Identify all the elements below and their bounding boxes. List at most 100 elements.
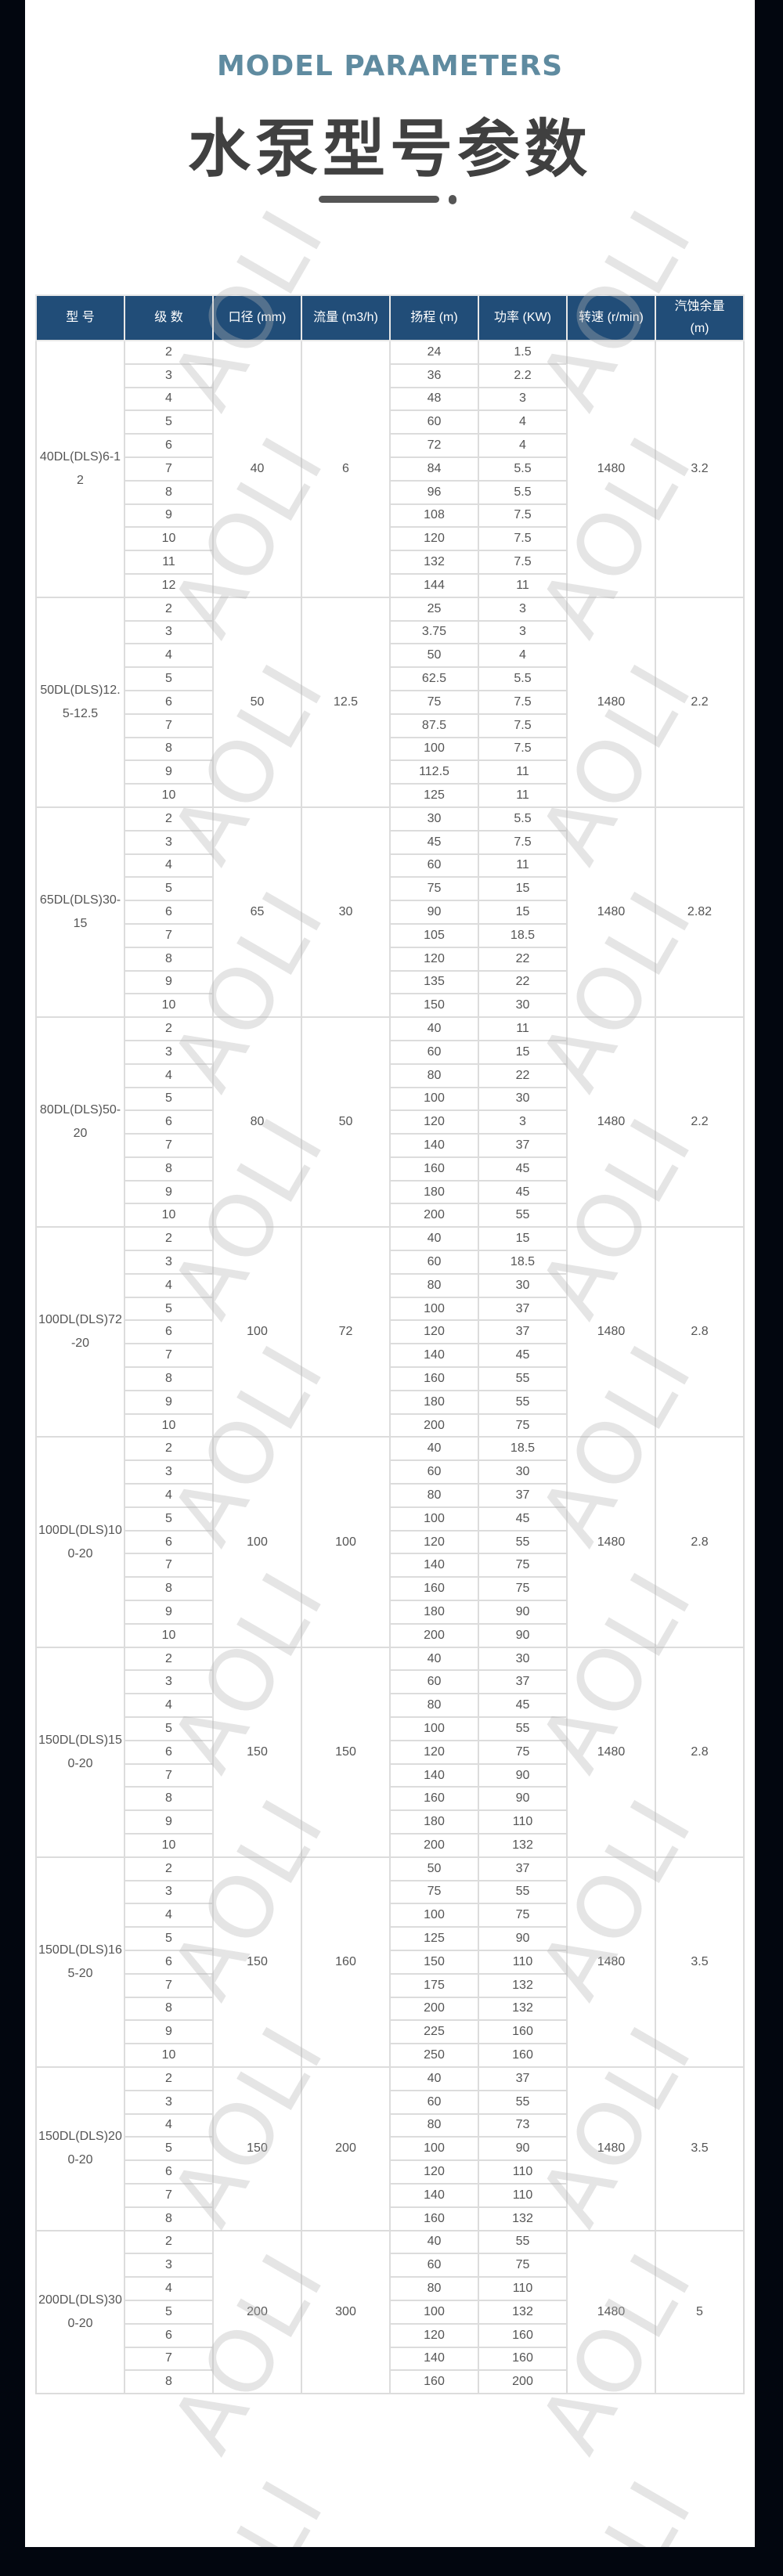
page: MODEL PARAMETERS 水泵型号参数 型 号级 数口径 (mm) 流量 … (25, 0, 755, 2547)
power-cell: 5.5 (478, 456, 568, 482)
table-row: 9 180 45 (36, 1179, 744, 1205)
power-cell: 110 (478, 2182, 568, 2208)
power-cell: 5.5 (478, 479, 568, 505)
model-cell: 150DL(DLS)200-20 (35, 2065, 125, 2231)
stages-cell: 3 (124, 1250, 214, 1275)
table-row: 8 160 90 (36, 1786, 744, 1812)
npsh-cell: 5 (655, 2229, 745, 2395)
table-row: 6 120 37 (36, 1319, 744, 1345)
stages-cell: 8 (124, 736, 214, 762)
head-cell: 84 (389, 456, 479, 482)
power-cell: 160 (478, 2346, 568, 2372)
stages-cell: 8 (124, 1576, 214, 1602)
table-row: 100DL(DLS)72-20 2 100 72 40 15 1480 2.8 (35, 1226, 745, 1438)
speed-cell: 1480 (566, 340, 656, 598)
power-cell: 1.5 (478, 340, 568, 365)
head-cell: 105 (389, 922, 479, 948)
table-row: 7 105 18.5 (36, 922, 744, 948)
stages-cell: 5 (124, 1506, 214, 1532)
power-cell: 3 (478, 386, 568, 412)
head-cell: 80 (389, 1272, 479, 1298)
stages-cell: 2 (124, 2065, 214, 2091)
head-cell: 60 (389, 1250, 479, 1275)
flow-cell: 12.5 (301, 596, 391, 808)
head-cell: 40 (389, 1436, 479, 1462)
table-row: 10 200 90 (36, 1622, 744, 1648)
power-cell: 37 (478, 1319, 568, 1345)
head-cell: 75 (389, 689, 479, 715)
model-cell: 80DL(DLS)50-20 (35, 1016, 125, 1228)
stages-cell: 3 (124, 1669, 214, 1695)
stages-cell: 8 (124, 1996, 214, 2022)
table-row: 4 80 22 (36, 1063, 744, 1088)
head-cell: 96 (389, 479, 479, 505)
power-cell: 37 (478, 1669, 568, 1695)
title-english: MODEL PARAMETERS (216, 50, 564, 82)
table-row: 6 120 110 (36, 2159, 744, 2185)
column-header-speed: 转速 (r/min) (566, 294, 656, 341)
stages-cell: 6 (124, 689, 214, 715)
table-row: 5 100 90 (36, 2136, 744, 2162)
watermark: AOLI (520, 2462, 713, 2547)
table-row: 9 225 160 (36, 2019, 744, 2045)
stages-cell: 5 (124, 666, 214, 691)
stages-cell: 7 (124, 1972, 214, 1998)
head-cell: 144 (389, 572, 479, 598)
power-cell: 7.5 (478, 526, 568, 552)
table-row: 7 140 110 (36, 2182, 744, 2208)
table-row: 6 120 75 (36, 1739, 744, 1765)
table-row: 65DL(DLS)30-15 2 65 30 30 5.5 1480 2.82 (35, 806, 745, 1019)
stages-cell: 5 (124, 2299, 214, 2325)
stages-cell: 10 (124, 783, 214, 808)
stages-cell: 4 (124, 1903, 214, 1928)
head-cell: 100 (389, 2136, 479, 2162)
power-cell: 18.5 (478, 1250, 568, 1275)
head-cell: 175 (389, 1972, 479, 1998)
table-row: 9 112.5 11 (36, 759, 744, 785)
stages-cell: 5 (124, 876, 214, 902)
stages-cell: 10 (124, 526, 214, 552)
stages-cell: 7 (124, 922, 214, 948)
stages-cell: 7 (124, 1553, 214, 1578)
table-row: 7 140 160 (36, 2346, 744, 2372)
power-cell: 7.5 (478, 736, 568, 762)
head-cell: 60 (389, 1459, 479, 1485)
title-divider (319, 196, 439, 203)
stages-cell: 5 (124, 2136, 214, 2162)
diameter-cell: 150 (212, 1646, 302, 1858)
table-row: 9 180 55 (36, 1389, 744, 1415)
watermark: AOLI (152, 2462, 345, 2547)
stages-cell: 3 (124, 1459, 214, 1485)
head-cell: 87.5 (389, 713, 479, 738)
stages-cell: 9 (124, 1179, 214, 1205)
stages-cell: 2 (124, 1016, 214, 1041)
head-cell: 60 (389, 2089, 479, 2115)
power-cell: 11 (478, 1016, 568, 1041)
power-cell: 22 (478, 1063, 568, 1088)
table-row: 5 100 37 (36, 1296, 744, 1322)
stages-cell: 6 (124, 1109, 214, 1135)
table-row: 9 180 90 (36, 1600, 744, 1625)
power-cell: 110 (478, 2276, 568, 2301)
power-cell: 132 (478, 1972, 568, 1998)
power-cell: 3 (478, 1109, 568, 1135)
power-cell: 160 (478, 2043, 568, 2068)
stages-cell: 9 (124, 1809, 214, 1835)
head-cell: 140 (389, 1343, 479, 1369)
column-header-diameter: 口径 (mm) (212, 294, 302, 341)
table-row: 3 60 75 (36, 2253, 744, 2278)
power-cell: 90 (478, 1600, 568, 1625)
power-cell: 45 (478, 1179, 568, 1205)
head-cell: 80 (389, 1483, 479, 1508)
stages-cell: 6 (124, 2322, 214, 2348)
head-cell: 112.5 (389, 759, 479, 785)
stages-cell: 3 (124, 2253, 214, 2278)
table-row: 3 75 55 (36, 1879, 744, 1905)
head-cell: 135 (389, 969, 479, 995)
head-cell: 50 (389, 1856, 479, 1881)
column-header-power: 功率 (KW) (478, 294, 568, 341)
head-cell: 140 (389, 1133, 479, 1158)
head-cell: 40 (389, 2229, 479, 2255)
stages-cell: 9 (124, 2019, 214, 2045)
title-chinese: 水泵型号参数 (188, 113, 592, 186)
